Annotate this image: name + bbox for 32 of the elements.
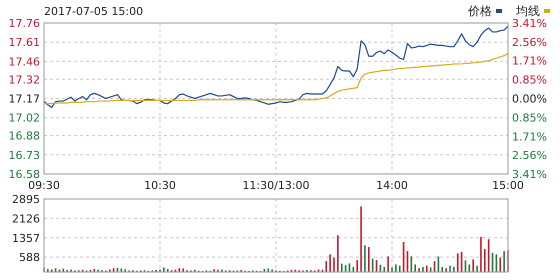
y-tick-label: 17.17 [8, 92, 40, 106]
x-tick-label: 10:30 [144, 179, 176, 192]
y2-tick-label: 0.85% [512, 111, 547, 124]
y-tick-label: 17.46 [8, 55, 40, 68]
y-tick-label: 2126 [12, 212, 40, 226]
y2-tick-label: 1.71% [512, 54, 547, 68]
y2-tick-label: 1.71% [512, 130, 547, 144]
chart-title: 2017-07-05 15:00 [44, 5, 144, 18]
legend-label: 价格 [467, 4, 492, 18]
y-tick-label: 1357 [12, 232, 40, 245]
x-tick-label: 11:30/13:00 [242, 179, 310, 192]
y2-tick-label: 2.56% [512, 149, 547, 162]
x-tick-label: 14:00 [376, 179, 408, 192]
y2-tick-label: 3.41% [512, 17, 547, 30]
y-tick-label: 588 [19, 251, 40, 264]
x-tick-label: 15:00 [492, 179, 524, 192]
legend-item: 均线 [516, 4, 550, 18]
y2-tick-label: 0.00% [512, 92, 547, 106]
y-tick-label: 16.58 [8, 168, 40, 181]
y-tick-label: 17.02 [8, 112, 40, 125]
y-tick-label: 17.32 [8, 73, 40, 86]
y-tick-label: 17.61 [8, 36, 40, 50]
y2-tick-label: 0.85% [512, 74, 547, 87]
y-tick-label: 2895 [12, 193, 40, 206]
y-tick-label: 17.76 [8, 17, 40, 30]
legend-label: 均线 [515, 4, 540, 18]
x-tick-label: 09:30 [28, 179, 60, 192]
y-tick-label: 16.73 [8, 148, 40, 162]
legend-item: 价格 [468, 4, 502, 18]
y2-tick-label: 2.56% [512, 36, 547, 49]
y-tick-label: 16.88 [8, 130, 40, 143]
y2-tick-label: 3.41% [512, 168, 547, 181]
